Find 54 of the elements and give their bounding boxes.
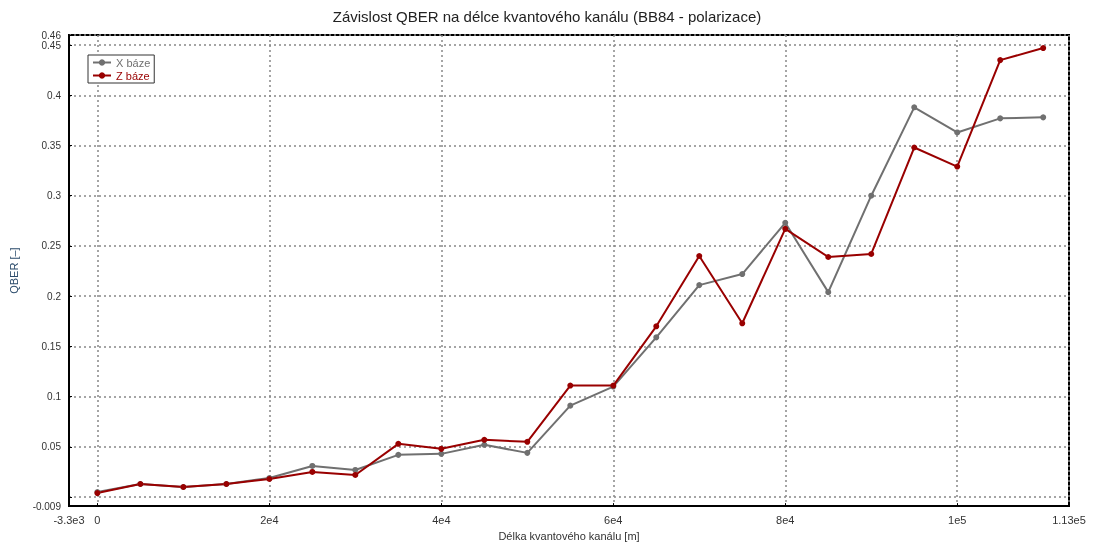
point	[309, 468, 316, 475]
x-tick-label: 2e4	[260, 513, 279, 526]
y-tick-label: -0.009	[32, 500, 62, 512]
point	[653, 334, 660, 341]
point	[997, 115, 1004, 122]
x-tick-label: 8e4	[776, 513, 795, 526]
x-tick-label: 1.13e5	[1052, 513, 1086, 526]
x-axis-title: Délka kvantového kanálu [m]	[498, 529, 640, 542]
point	[868, 192, 875, 199]
y-tick-label: 0.35	[41, 139, 62, 151]
y-axis-title: QBER [–]	[7, 247, 20, 294]
y-tick-label: 0.2	[47, 290, 62, 302]
y-tick-label: 0.45	[41, 39, 62, 51]
point	[653, 323, 660, 330]
point	[696, 282, 703, 289]
point	[782, 219, 789, 226]
y-tick-label: 0.25	[41, 240, 62, 252]
point	[1040, 45, 1047, 52]
legend-label: Z báze	[116, 69, 150, 82]
point	[954, 163, 961, 170]
point	[395, 451, 402, 458]
x-tick-label: 1e5	[948, 513, 967, 526]
point	[997, 57, 1004, 64]
point	[868, 250, 875, 257]
point	[524, 449, 531, 456]
y-tick-label: 0.15	[41, 340, 62, 352]
y-tick-label: 0.3	[47, 190, 62, 202]
point	[567, 402, 574, 409]
y-tick-label: 0.46	[41, 29, 62, 41]
chart-title: Závislost QBER na délce kvantového kanálu (BB84 - polarizace)	[332, 8, 762, 25]
point	[481, 436, 488, 443]
point	[739, 320, 746, 327]
point	[1040, 114, 1047, 121]
point	[395, 440, 402, 447]
legend-label: X báze	[116, 56, 151, 69]
point	[696, 252, 703, 259]
x-tick-label: 4e4	[432, 513, 451, 526]
point	[911, 104, 918, 111]
point	[352, 471, 359, 478]
x-tick-label: 6e4	[604, 513, 623, 526]
x-tick-label: -3.3e3	[53, 513, 85, 526]
y-tick-label: 0.4	[47, 89, 62, 101]
point	[739, 271, 746, 278]
point	[438, 445, 445, 452]
point	[825, 253, 832, 260]
y-tick-label: 0.05	[41, 441, 62, 453]
point	[825, 289, 832, 296]
point	[954, 129, 961, 136]
point	[309, 462, 316, 469]
x-tick-label: 0	[94, 513, 101, 526]
y-tick-label: 0.1	[47, 391, 62, 403]
point	[911, 144, 918, 151]
point	[524, 438, 531, 445]
point	[782, 225, 789, 232]
